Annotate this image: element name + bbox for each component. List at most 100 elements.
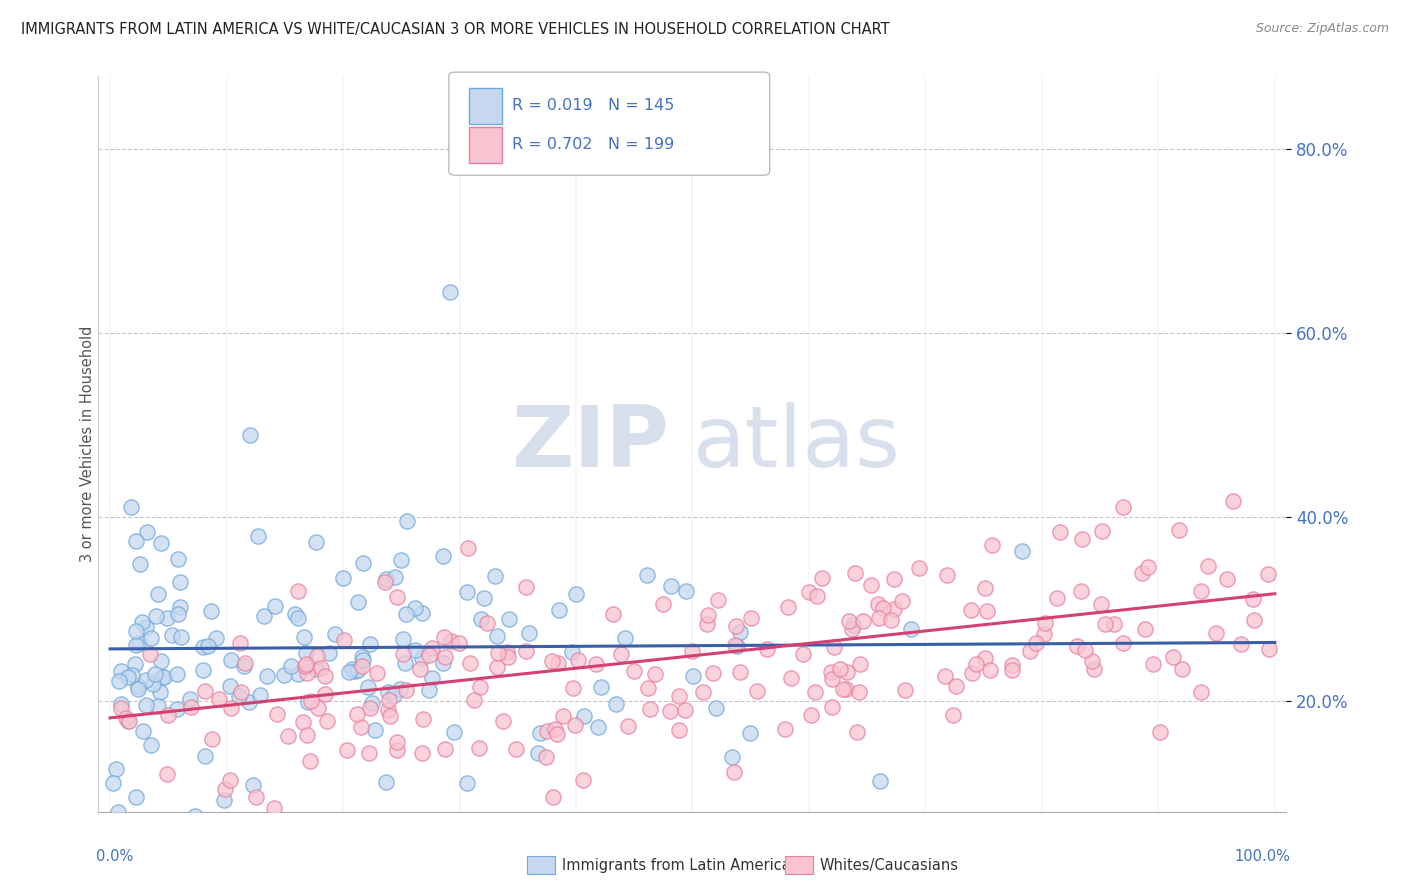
Point: [166, 702, 188, 716]
Point: [263, 801, 285, 815]
Point: [723, 764, 745, 779]
Point: [350, 720, 373, 734]
Point: [127, 682, 149, 697]
Point: [974, 581, 997, 595]
Point: [673, 703, 696, 717]
Point: [233, 658, 256, 673]
Point: [194, 684, 217, 698]
Point: [152, 670, 174, 684]
Point: [194, 748, 217, 763]
Point: [443, 724, 465, 739]
Point: [1070, 584, 1092, 599]
Point: [572, 709, 595, 723]
Point: [117, 670, 139, 684]
Point: [546, 727, 568, 741]
Point: [900, 622, 922, 636]
Point: [409, 662, 432, 676]
Point: [1258, 642, 1281, 657]
Point: [893, 682, 915, 697]
Point: [868, 611, 890, 625]
Point: [184, 809, 207, 823]
Point: [156, 611, 179, 625]
Point: [973, 651, 995, 665]
Point: [675, 583, 697, 598]
Point: [249, 688, 271, 702]
Point: [1205, 625, 1227, 640]
Point: [128, 636, 150, 650]
Point: [340, 662, 363, 676]
Point: [314, 687, 336, 701]
Point: [449, 636, 471, 650]
Point: [730, 665, 752, 679]
Point: [411, 746, 433, 760]
Point: [730, 625, 752, 640]
Point: [585, 657, 607, 672]
Point: [295, 646, 318, 660]
Point: [706, 593, 728, 607]
Point: [1197, 559, 1219, 574]
Point: [821, 700, 844, 714]
Point: [131, 615, 153, 630]
Point: [404, 642, 426, 657]
Point: [792, 648, 814, 662]
FancyBboxPatch shape: [470, 88, 502, 124]
Point: [394, 656, 416, 670]
Point: [145, 608, 167, 623]
Point: [136, 524, 159, 539]
Point: [418, 682, 440, 697]
Point: [245, 789, 267, 804]
Point: [1161, 650, 1184, 665]
Point: [526, 746, 548, 760]
Point: [420, 640, 443, 655]
Point: [125, 639, 148, 653]
Point: [347, 663, 370, 677]
Point: [868, 597, 890, 611]
Point: [305, 648, 328, 663]
Point: [124, 657, 146, 671]
Point: [207, 691, 229, 706]
Point: [169, 575, 191, 590]
Point: [879, 613, 901, 627]
Point: [298, 754, 321, 768]
Point: [197, 639, 219, 653]
Y-axis label: 3 or more Vehicles in Household: 3 or more Vehicles in Household: [80, 326, 94, 562]
Point: [976, 604, 998, 618]
Point: [318, 646, 340, 660]
Point: [141, 631, 163, 645]
Point: [103, 776, 125, 790]
Point: [567, 653, 589, 667]
Point: [352, 659, 374, 673]
Point: [304, 535, 326, 549]
Point: [515, 644, 537, 658]
Text: IMMIGRANTS FROM LATIN AMERICA VS WHITE/CAUCASIAN 3 OR MORE VEHICLES IN HOUSEHOLD: IMMIGRANTS FROM LATIN AMERICA VS WHITE/C…: [21, 22, 890, 37]
Point: [547, 656, 569, 670]
Point: [1241, 592, 1264, 607]
Point: [724, 619, 747, 633]
Point: [468, 680, 491, 694]
Point: [273, 668, 295, 682]
Point: [266, 707, 288, 722]
Point: [725, 639, 748, 653]
Point: [179, 691, 201, 706]
Point: [142, 677, 165, 691]
Point: [440, 633, 463, 648]
Point: [309, 660, 332, 674]
Point: [1019, 644, 1042, 658]
Point: [229, 635, 252, 649]
Point: [169, 600, 191, 615]
Point: [835, 665, 858, 680]
Point: [965, 657, 987, 672]
Point: [314, 669, 336, 683]
Text: ZIP: ZIP: [510, 402, 669, 485]
Point: [609, 648, 631, 662]
Point: [659, 579, 682, 593]
Point: [378, 693, 401, 707]
Point: [934, 669, 956, 683]
Point: [219, 653, 242, 667]
Text: Source: ZipAtlas.com: Source: ZipAtlas.com: [1256, 22, 1389, 36]
Point: [890, 593, 912, 607]
Point: [544, 722, 567, 736]
Point: [242, 778, 264, 792]
Point: [1102, 616, 1125, 631]
Point: [332, 571, 354, 585]
